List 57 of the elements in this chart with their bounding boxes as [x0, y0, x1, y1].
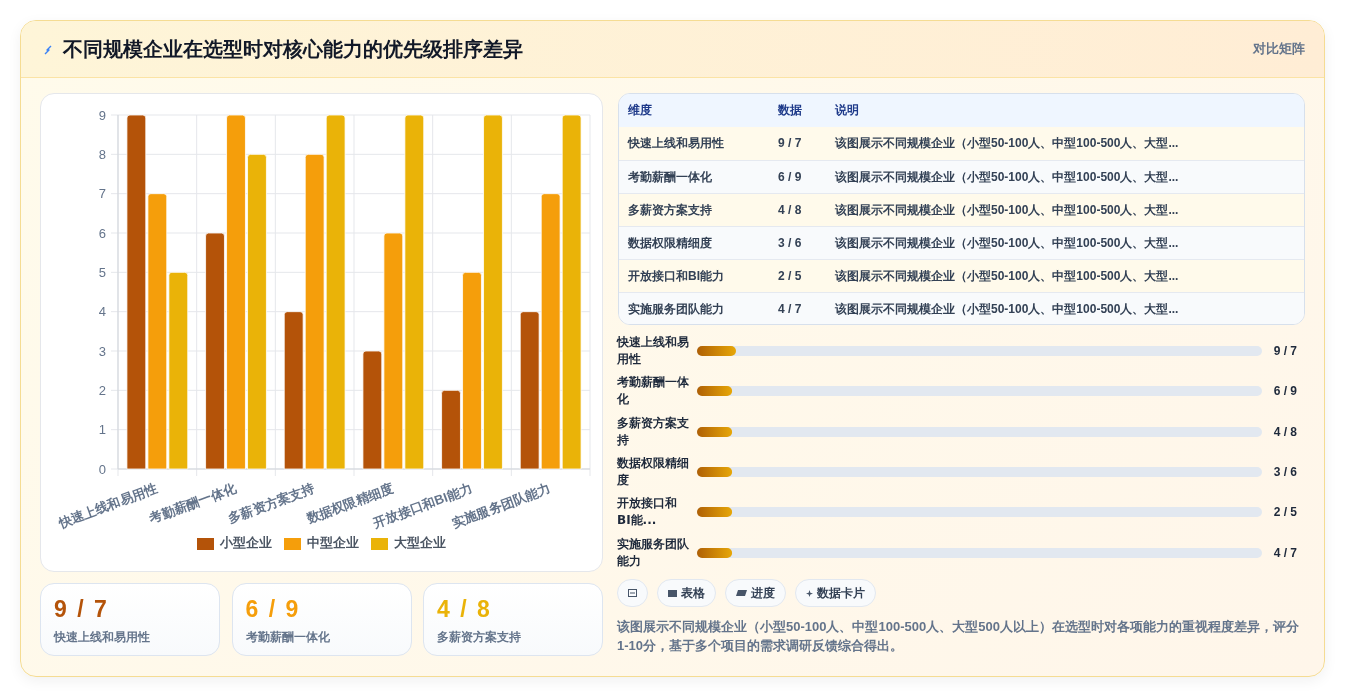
chart-title: 不同规模企业在选型时对核心能力的优先级排序差异: [63, 37, 523, 62]
y-tick-label: 3: [98, 343, 106, 359]
y-tick-label: 9: [98, 107, 106, 123]
text: 多薪资方案支持: [628, 203, 712, 217]
legend-label: 大型企业: [394, 535, 446, 552]
text: 该图展示不同规模企业（小型50-100人、中型100-500人、大型...: [835, 203, 1179, 217]
text: 该图展示不同规模企业（小型50-100人、中型100-500人、大型...: [835, 136, 1179, 150]
text: 9 / 7: [778, 136, 802, 150]
text: 实施服务团队能力: [628, 302, 724, 316]
y2-tick-label: 9 / 7: [1273, 344, 1297, 359]
y-tick-label: 4: [98, 304, 106, 320]
text: 对比矩阵: [1253, 41, 1305, 58]
text: 该图展示不同规模企业（小型50-100人、中型100-500人、大型...: [835, 236, 1179, 250]
y2-tick-label: 4 / 8: [1273, 424, 1297, 439]
y-tick-label: 1: [98, 422, 106, 438]
text: 该图展示不同规模企业（小型50-100人、中型100-500人、大型500人以上）在选型时对各项能力的重视程度差异，评分1-10分，基于多个项目的需求调研反馈综合得出。: [617, 618, 1300, 655]
text: 4 / 7: [778, 302, 802, 316]
text: 6 / 9: [778, 170, 802, 184]
text: 开放接口和BI能力: [628, 269, 724, 283]
text: 数据卡片: [817, 584, 865, 602]
text: 4 / 8: [778, 203, 802, 217]
y2-tick-label: 6 / 9: [1273, 384, 1297, 399]
text: 该图展示不同规模企业（小型50-100人、中型100-500人、大型...: [835, 269, 1179, 283]
category-label: 数据: [778, 102, 802, 119]
legend-label: 中型企业: [307, 535, 359, 552]
y2-tick-label: 4 / 7: [1273, 545, 1297, 560]
text: 快速上线和易用性: [628, 136, 724, 150]
y-tick-label: 开放接口和BI能...: [617, 495, 678, 530]
text: 数据权限精细度: [628, 236, 712, 250]
y-tick-label: 多薪资方案支持: [617, 414, 690, 449]
y2-tick-label: 2 / 5: [1273, 505, 1297, 520]
text: 考勤薪酬一体化: [628, 170, 712, 184]
text: 6 / 9: [245, 596, 301, 622]
y-tick-label: 2: [98, 382, 106, 398]
text: 进度: [751, 584, 775, 602]
legend-label: 小型企业: [220, 535, 272, 552]
text: 4 / 8: [437, 596, 492, 622]
y-tick-label: 数据权限精细度: [617, 455, 690, 490]
y-tick-label: 8: [98, 146, 106, 162]
category-label: 多薪资方案支持: [437, 629, 521, 646]
category-label: 维度: [628, 102, 652, 119]
category-label: 说明: [835, 102, 859, 119]
text: 3 / 6: [778, 236, 802, 250]
category-label: 考勤薪酬一体化: [245, 629, 330, 646]
y-tick-label: 5: [98, 264, 106, 280]
y-tick-label: 快速上线和易用性: [617, 334, 690, 369]
text: 表格: [681, 584, 705, 602]
text: 该图展示不同规模企业（小型50-100人、中型100-500人、大型...: [835, 302, 1179, 316]
y2-tick-label: 3 / 6: [1273, 465, 1297, 480]
y-tick-label: 考勤薪酬一体化: [617, 374, 690, 409]
y-tick-label: 实施服务团队能力: [617, 535, 690, 570]
y-tick-label: 7: [98, 186, 106, 202]
text: 9 / 7: [54, 596, 109, 622]
y-tick-label: 0: [98, 461, 106, 477]
text: 该图展示不同规模企业（小型50-100人、中型100-500人、大型...: [835, 170, 1179, 184]
text: 2 / 5: [778, 269, 802, 283]
y-tick-label: 6: [98, 225, 106, 241]
